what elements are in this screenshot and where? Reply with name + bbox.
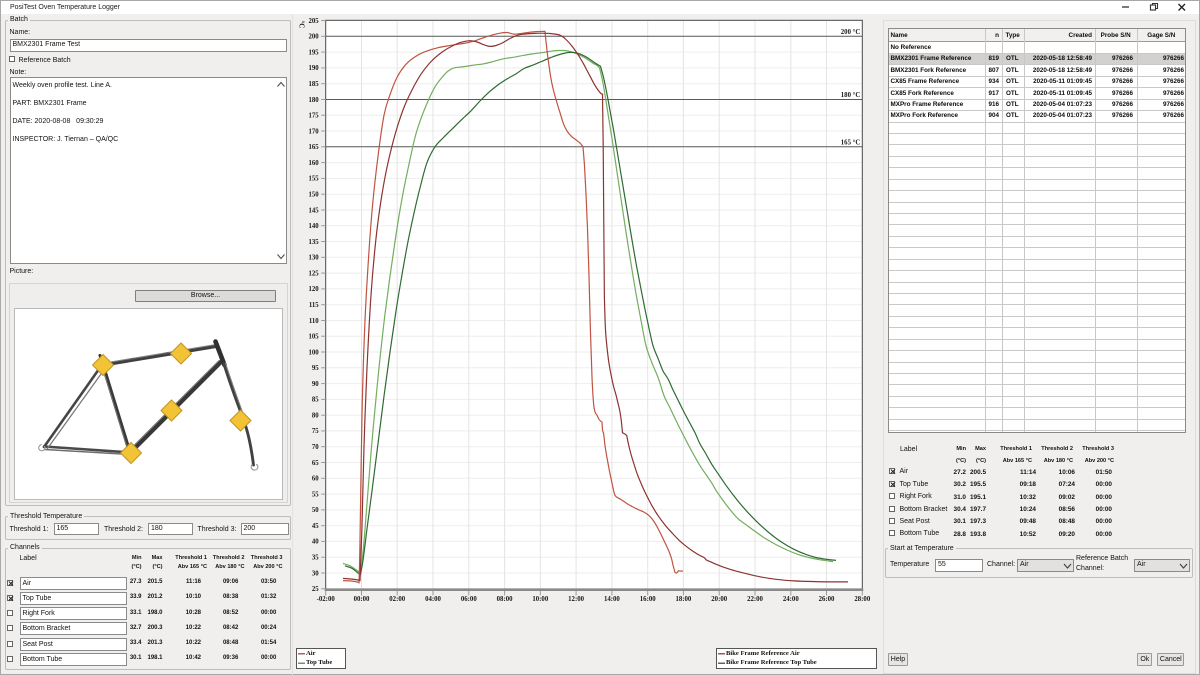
- svg-text:02:00: 02:00: [389, 596, 405, 603]
- svg-text:95: 95: [312, 365, 319, 372]
- svg-text:200 °C: 200 °C: [841, 29, 861, 36]
- svg-text:170: 170: [308, 128, 319, 135]
- svg-text:75: 75: [312, 428, 319, 435]
- svg-text:60: 60: [312, 476, 319, 483]
- svg-text:28:00: 28:00: [854, 596, 870, 603]
- svg-text:26:00: 26:00: [819, 596, 835, 603]
- svg-text:10:00: 10:00: [532, 596, 548, 603]
- svg-text:190: 190: [308, 65, 319, 72]
- svg-text:80: 80: [312, 413, 319, 420]
- svg-text:130: 130: [308, 255, 319, 262]
- svg-text:50: 50: [312, 507, 319, 514]
- svg-text:12:00: 12:00: [568, 596, 584, 603]
- svg-text:120: 120: [308, 286, 319, 293]
- svg-text:14:00: 14:00: [604, 596, 620, 603]
- svg-text:65: 65: [312, 460, 319, 467]
- svg-text:125: 125: [308, 270, 319, 277]
- svg-text:115: 115: [309, 302, 319, 309]
- svg-text:-02:00: -02:00: [317, 596, 336, 603]
- svg-text:25: 25: [312, 586, 319, 593]
- svg-text:55: 55: [312, 491, 319, 498]
- svg-text:90: 90: [312, 381, 319, 388]
- svg-text:22:00: 22:00: [747, 596, 763, 603]
- svg-text:200: 200: [308, 34, 319, 41]
- svg-text:140: 140: [308, 223, 319, 230]
- svg-text:30: 30: [312, 570, 319, 577]
- svg-text:18:00: 18:00: [675, 596, 691, 603]
- svg-text:180: 180: [308, 97, 319, 104]
- svg-text:110: 110: [309, 318, 319, 325]
- svg-text:04:00: 04:00: [425, 596, 441, 603]
- svg-text:35: 35: [312, 555, 319, 562]
- svg-text:40: 40: [312, 539, 319, 546]
- svg-text:70: 70: [312, 444, 319, 451]
- svg-text:155: 155: [308, 176, 319, 183]
- svg-text:20:00: 20:00: [711, 596, 727, 603]
- svg-text:160: 160: [308, 160, 319, 167]
- svg-text:24:00: 24:00: [783, 596, 799, 603]
- svg-text:175: 175: [308, 113, 319, 120]
- svg-text:85: 85: [312, 397, 319, 404]
- svg-text:205: 205: [308, 18, 319, 25]
- svg-text:08:00: 08:00: [497, 596, 513, 603]
- svg-text:165 °C: 165 °C: [841, 140, 861, 147]
- svg-text:150: 150: [308, 192, 319, 199]
- svg-text:45: 45: [312, 523, 319, 530]
- svg-text:135: 135: [308, 239, 319, 246]
- svg-text:185: 185: [308, 81, 319, 88]
- svg-text:145: 145: [308, 207, 319, 214]
- svg-text:180 °C: 180 °C: [841, 92, 861, 99]
- svg-text:00:00: 00:00: [354, 596, 370, 603]
- svg-text:06:00: 06:00: [461, 596, 477, 603]
- svg-text:195: 195: [308, 49, 319, 56]
- svg-text:100: 100: [308, 349, 319, 356]
- svg-text:°C: °C: [298, 21, 306, 29]
- svg-text:105: 105: [308, 334, 319, 341]
- svg-text:16:00: 16:00: [640, 596, 656, 603]
- svg-text:165: 165: [308, 144, 319, 151]
